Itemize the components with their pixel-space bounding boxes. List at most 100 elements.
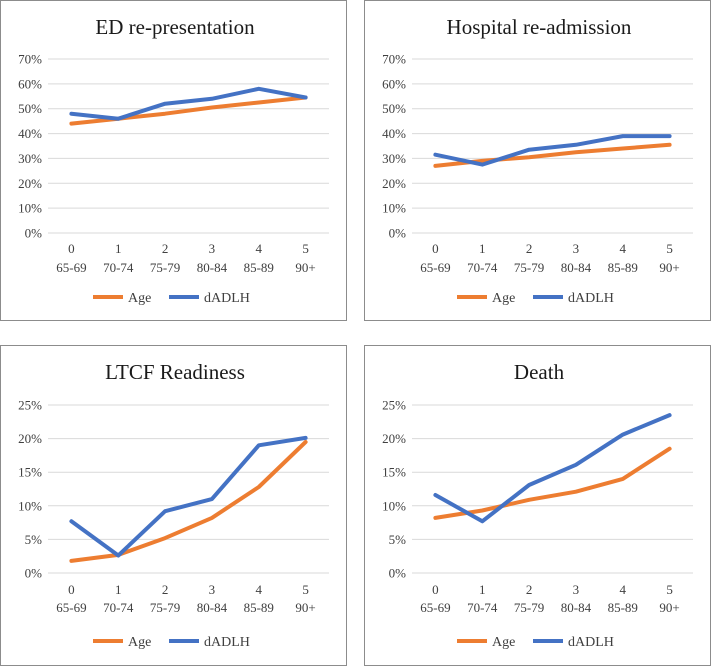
- y-tick-label: 40%: [18, 126, 42, 141]
- y-tick-label: 10%: [382, 201, 406, 216]
- y-tick-label: 0%: [25, 226, 43, 241]
- x-tick-age-group: 90+: [295, 260, 315, 275]
- series-line-age: [69, 440, 308, 563]
- x-tick-index: 5: [302, 241, 309, 256]
- x-tick-age-group: 85-89: [608, 260, 638, 275]
- y-tick-label: 0%: [389, 226, 407, 241]
- x-tick-age-group: 80-84: [561, 600, 592, 615]
- x-tick-index: 2: [526, 582, 533, 597]
- series-line-age: [433, 446, 672, 520]
- x-tick-age-group: 90+: [295, 600, 315, 615]
- y-tick-label: 10%: [18, 201, 42, 216]
- y-tick-label: 20%: [382, 176, 406, 191]
- x-tick-age-group: 75-79: [514, 600, 544, 615]
- series-line-dadlh: [433, 413, 672, 524]
- chart-title: ED re-presentation: [95, 15, 255, 39]
- x-tick-age-group: 75-79: [150, 260, 180, 275]
- x-tick-age-group: 65-69: [56, 600, 86, 615]
- x-tick-age-group: 85-89: [244, 260, 274, 275]
- legend-label-age: Age: [492, 635, 515, 650]
- x-tick-age-group: 70-74: [467, 260, 498, 275]
- y-tick-label: 0%: [389, 566, 407, 581]
- x-tick-age-group: 80-84: [561, 260, 592, 275]
- chart-title: LTCF Readiness: [105, 360, 245, 384]
- x-tick-index: 1: [479, 241, 486, 256]
- x-tick-age-group: 90+: [659, 260, 679, 275]
- series-line-dadlh: [433, 134, 672, 167]
- chart-hospital-readmission: Hospital re-admission 0% 10% 20% 30% 40% 50% 60…: [382, 15, 693, 306]
- x-tick-age-group: 75-79: [150, 600, 180, 615]
- x-tick-age-group: 85-89: [608, 600, 638, 615]
- y-tick-label: 25%: [18, 398, 42, 413]
- legend-label-age: Age: [128, 635, 151, 650]
- x-tick-index: 4: [256, 582, 263, 597]
- x-tick-index: 3: [573, 582, 580, 597]
- y-tick-label: 10%: [382, 498, 406, 513]
- chart-panel-ltcf-readiness: LTCF Readiness 0% 5% 10% 15% 20% 25% 0 65-69 1 70-…: [0, 345, 347, 666]
- x-tick-index: 0: [432, 241, 439, 256]
- x-tick-index: 2: [526, 241, 533, 256]
- x-tick-index: 0: [68, 582, 75, 597]
- x-tick-age-group: 85-89: [244, 600, 274, 615]
- x-tick-index: 4: [256, 241, 263, 256]
- y-tick-label: 30%: [382, 151, 406, 166]
- y-tick-label: 60%: [18, 76, 42, 91]
- chart-ltcf-readiness: LTCF Readiness 0% 5% 10% 15% 20% 25% 0 65-69 1 70-…: [18, 360, 329, 650]
- series-line-dadlh: [69, 86, 308, 121]
- y-tick-label: 5%: [25, 532, 43, 547]
- x-tick-index: 0: [432, 582, 439, 597]
- y-tick-label: 70%: [382, 52, 406, 67]
- x-tick-index: 1: [115, 582, 122, 597]
- chart-title: Death: [514, 360, 565, 384]
- legend-label-age: Age: [492, 291, 515, 306]
- x-tick-age-group: 70-74: [103, 260, 134, 275]
- y-tick-label: 15%: [382, 465, 406, 480]
- y-tick-label: 50%: [382, 101, 406, 116]
- x-tick-age-group: 80-84: [197, 260, 228, 275]
- y-tick-label: 20%: [18, 431, 42, 446]
- y-tick-label: 40%: [382, 126, 406, 141]
- x-tick-age-group: 65-69: [420, 260, 450, 275]
- x-tick-index: 5: [302, 582, 309, 597]
- y-tick-label: 20%: [18, 176, 42, 191]
- y-tick-label: 60%: [382, 76, 406, 91]
- x-tick-age-group: 70-74: [467, 600, 498, 615]
- legend-label-dadlh: dADLH: [568, 291, 614, 306]
- x-tick-index: 1: [115, 241, 122, 256]
- chart-title: Hospital re-admission: [447, 15, 632, 39]
- chart-panel-death: Death 0% 5% 10% 15% 20% 25% 0 65-69 1 70-74 2 75-79 3…: [364, 345, 711, 666]
- y-tick-label: 30%: [18, 151, 42, 166]
- x-tick-index: 2: [162, 241, 169, 256]
- chart-death: Death 0% 5% 10% 15% 20% 25% 0 65-69 1 70-74 2 75-79 3…: [382, 360, 693, 650]
- x-tick-index: 2: [162, 582, 169, 597]
- x-tick-age-group: 90+: [659, 600, 679, 615]
- x-tick-index: 4: [620, 582, 627, 597]
- y-tick-label: 20%: [382, 431, 406, 446]
- x-tick-age-group: 65-69: [56, 260, 86, 275]
- y-tick-label: 25%: [382, 398, 406, 413]
- legend-label-dadlh: dADLH: [204, 291, 250, 306]
- chart-ed-representation: ED re-presentation 0% 10% 20% 30% 40% 50% 60% 70…: [18, 15, 329, 306]
- x-tick-index: 3: [209, 582, 216, 597]
- x-tick-index: 3: [573, 241, 580, 256]
- y-tick-label: 10%: [18, 498, 42, 513]
- legend-label-dadlh: dADLH: [568, 635, 614, 650]
- x-tick-index: 5: [666, 582, 673, 597]
- x-tick-index: 5: [666, 241, 673, 256]
- x-tick-age-group: 65-69: [420, 600, 450, 615]
- chart-panel-ed-representation: ED re-presentation 0% 10% 20% 30% 40% 50% 60% 70…: [0, 0, 347, 321]
- y-tick-label: 70%: [18, 52, 42, 67]
- legend-label-dadlh: dADLH: [204, 635, 250, 650]
- chart-panel-hospital-readmission: Hospital re-admission 0% 10% 20% 30% 40% 50% 60…: [364, 0, 711, 321]
- x-tick-age-group: 70-74: [103, 600, 134, 615]
- x-tick-index: 3: [209, 241, 216, 256]
- series-line-dadlh: [69, 435, 308, 558]
- y-tick-label: 50%: [18, 101, 42, 116]
- x-tick-index: 1: [479, 582, 486, 597]
- x-tick-index: 4: [620, 241, 627, 256]
- y-tick-label: 15%: [18, 465, 42, 480]
- y-tick-label: 5%: [389, 532, 407, 547]
- legend-label-age: Age: [128, 291, 151, 306]
- x-tick-index: 0: [68, 241, 75, 256]
- x-tick-age-group: 75-79: [514, 260, 544, 275]
